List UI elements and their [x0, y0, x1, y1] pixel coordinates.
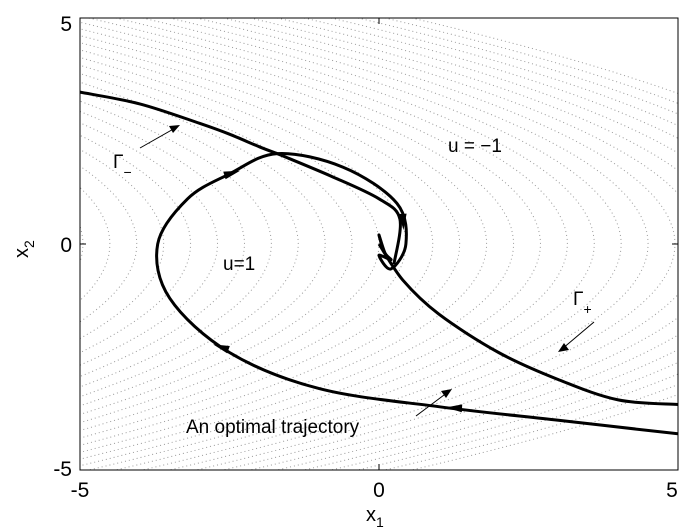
field-line — [275, 18, 678, 470]
series-line-switching-curve-gamma-plus — [377, 243, 678, 406]
xtick-label: 0 — [373, 479, 385, 502]
series-line-alt-path — [276, 152, 402, 265]
trajectory-arrowhead — [445, 404, 463, 413]
phase-field — [0, 0, 678, 493]
field-line — [355, 18, 678, 470]
ytick-label: 5 — [60, 13, 72, 36]
field-line — [221, 18, 678, 470]
gamma-minus-pointer — [139, 126, 178, 149]
field-line — [167, 18, 649, 470]
field-line — [86, 18, 568, 470]
field-line — [80, 21, 542, 467]
field-line — [328, 18, 678, 470]
trajectory-arrowhead — [213, 344, 230, 354]
series-line-optimal-trajectory — [155, 152, 678, 436]
field-line — [194, 18, 676, 470]
field-line — [80, 64, 380, 424]
optimal-trajectory-pointer — [415, 391, 449, 417]
y-axis-label: x2 — [11, 240, 37, 258]
x-axis-label: x1 — [366, 504, 384, 529]
gamma-minus-pointer-head — [169, 125, 180, 133]
curves — [80, 90, 678, 436]
optimal-trajectory-pointer-head — [441, 389, 452, 398]
xtick-label: -5 — [71, 479, 90, 502]
region-top-label: u = −1 — [448, 136, 502, 157]
gamma-minus-label: Γ− — [113, 152, 132, 180]
gamma-plus-pointer — [561, 321, 595, 350]
field-line — [113, 18, 595, 470]
xtick-label: 5 — [666, 479, 678, 502]
field-line — [80, 35, 488, 453]
field-line — [140, 18, 622, 470]
field-line — [0, 0, 2, 493]
field-line — [302, 18, 678, 470]
field-line — [382, 18, 678, 470]
trajectory-arrowhead — [398, 213, 407, 231]
field-line — [80, 73, 353, 415]
gamma-plus-label: Γ+ — [573, 289, 592, 317]
field-line — [409, 18, 678, 470]
region-bottom-label: u=1 — [223, 254, 255, 275]
trajectory-arrows — [213, 170, 463, 413]
series-line-switching-curve-gamma-minus — [80, 90, 278, 156]
field-line — [80, 49, 434, 439]
field-line — [80, 56, 407, 432]
axis-ticks — [79, 17, 679, 471]
gamma-plus-pointer-head — [558, 343, 569, 352]
field-line — [80, 28, 515, 460]
ytick-label: 0 — [60, 234, 72, 257]
trajectory-arrowhead — [223, 170, 241, 180]
field-line — [80, 42, 461, 446]
optimal-trajectory-label: An optimal trajectory — [186, 417, 360, 438]
ytick-label: -5 — [53, 458, 72, 481]
